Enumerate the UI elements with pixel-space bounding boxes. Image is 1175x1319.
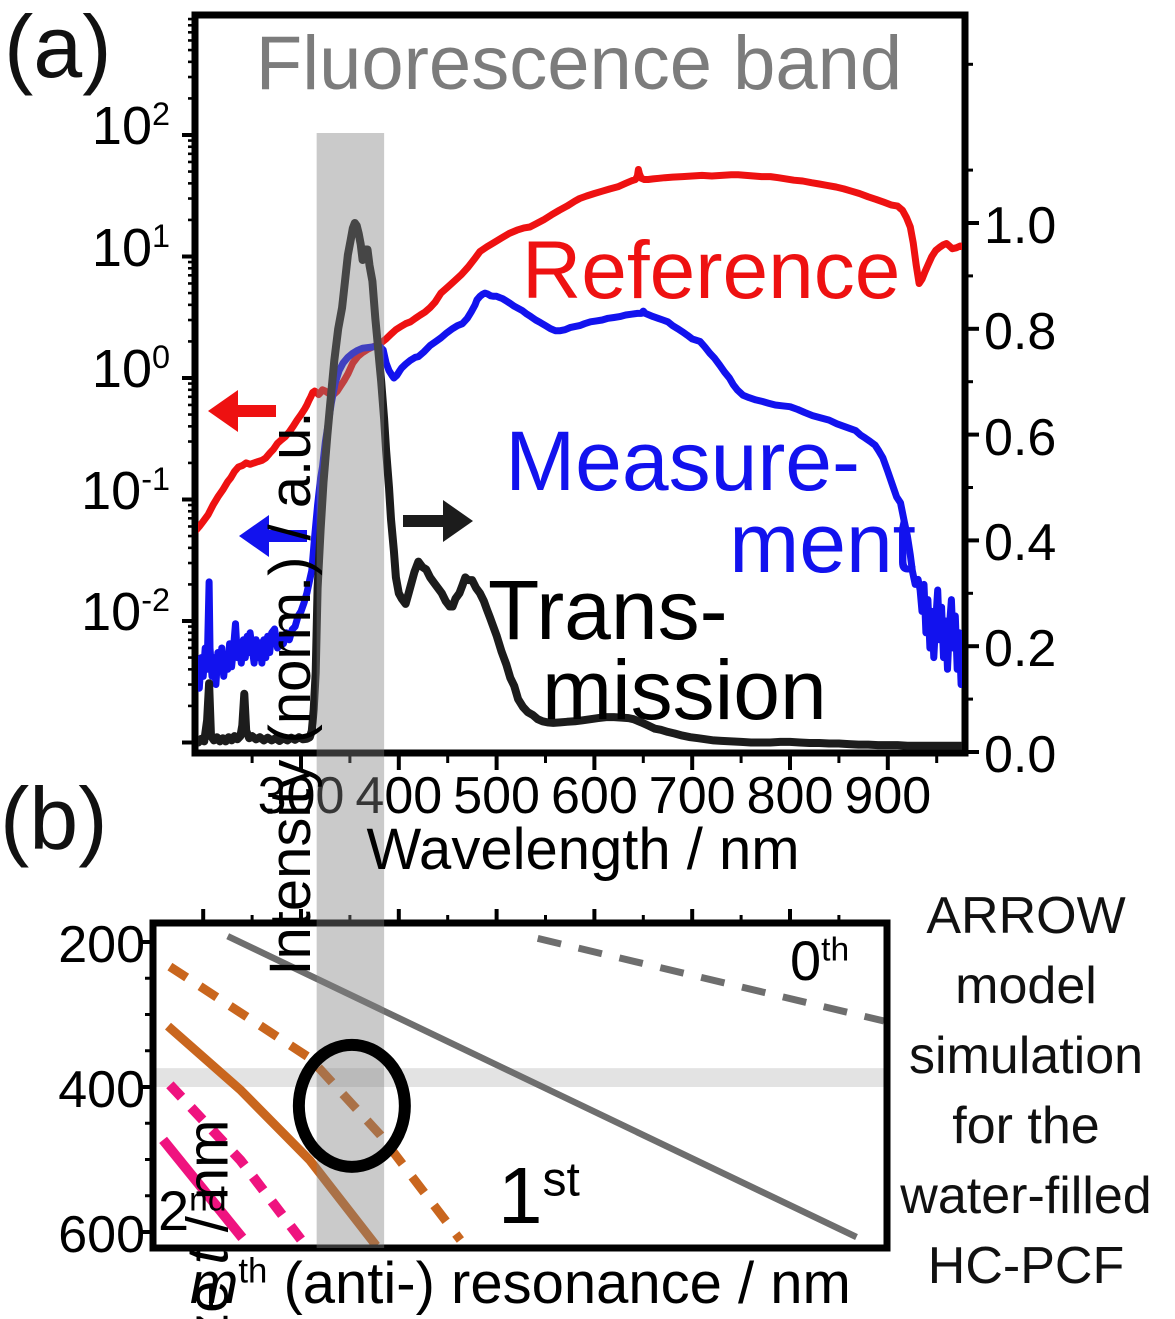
x-tick-label-400: 400 — [355, 767, 443, 825]
panel-b-ticks — [139, 909, 841, 1234]
transmission-curve — [198, 219, 962, 750]
right-tick-label-0.4: 0.4 — [984, 514, 1057, 573]
transmission-curve-label-line2: mission — [542, 643, 827, 737]
order-label-0th: 0th — [790, 929, 850, 992]
resonance-line-orange-dashed — [167, 962, 464, 1243]
x-tick-label-500: 500 — [453, 767, 540, 825]
note-line-4: for the — [952, 1097, 1100, 1155]
note-line-3: simulation — [908, 1027, 1144, 1085]
left-tick-label-1e-1: 10-1 — [81, 460, 170, 521]
resonance-line-gray-dashed-0th — [536, 934, 884, 1025]
right-tick-label-1.0: 1.0 — [984, 197, 1057, 255]
measurement-curve-label-line2: ment — [729, 496, 916, 590]
x-tick-label-800: 800 — [746, 767, 834, 825]
xlabel-resonance: mth (anti-) resonance / nm — [190, 1251, 851, 1316]
panel-a-tag: (a) — [4, 0, 112, 96]
right-tick-label-0.2: 0.2 — [984, 620, 1057, 679]
left-tick-label-1e2: 102 — [91, 96, 170, 156]
panel-b-tick-label-600: 600 — [58, 1206, 145, 1264]
reference-curve — [198, 166, 962, 534]
ylabel-left-intensity: Intensity (norm.) / a.u. — [258, 411, 324, 976]
note-line-1: ARROW — [926, 887, 1126, 945]
order-label-1st: 1st — [498, 1151, 580, 1240]
fluorescence-band-region — [316, 133, 385, 1248]
resonance-line-orange-solid — [165, 1022, 380, 1245]
left-tick-label-1e1: 101 — [91, 217, 170, 278]
measurement-curve — [198, 289, 962, 692]
note-line-5: water-filled — [900, 1167, 1152, 1225]
left-tick-label-1e0: 100 — [91, 339, 170, 399]
xlabel-wavelength: Wavelength / nm — [366, 817, 800, 882]
panel-a-ticks — [182, 17, 979, 770]
resonance-line-pink-solid-2nd — [159, 1136, 247, 1241]
transmission-axis-arrow — [403, 500, 473, 542]
left-tick-label-1e-2: 10-2 — [81, 582, 170, 642]
x-tick-label-300: 300 — [257, 767, 345, 825]
note-line-2: model — [955, 957, 1097, 1015]
right-tick-label-0.8: 0.8 — [984, 302, 1057, 361]
right-tick-label-0.6: 0.6 — [984, 408, 1057, 467]
order-label-2nd: 2nd — [158, 1179, 227, 1242]
note-line-6: HC-PCF — [927, 1237, 1125, 1295]
measurement-curve-label-line1: Measure- — [505, 414, 860, 508]
fluorescence-band-title: Fluorescence band — [255, 21, 903, 106]
reference-axis-arrow — [208, 390, 276, 432]
x-tick-label-900: 900 — [844, 767, 932, 825]
resonance-line-gray-solid-1st — [226, 933, 858, 1241]
panel-b-tick-label-200: 200 — [58, 916, 145, 974]
x-tick-label-700: 700 — [648, 767, 736, 825]
panel-b-tick-label-400: 400 — [58, 1061, 145, 1119]
x-tick-label-600: 600 — [551, 767, 638, 825]
reference-curve-label: Reference — [522, 225, 901, 316]
measurement-axis-arrow — [239, 515, 307, 557]
panel-b-tag: (b) — [0, 769, 108, 868]
resonance-match-circle — [292, 1038, 411, 1173]
resonance-line-pink-dashed — [166, 1081, 307, 1245]
transmission-curve-label-line1: Trans- — [488, 563, 728, 657]
right-tick-label-0.0: 0.0 — [984, 726, 1057, 784]
